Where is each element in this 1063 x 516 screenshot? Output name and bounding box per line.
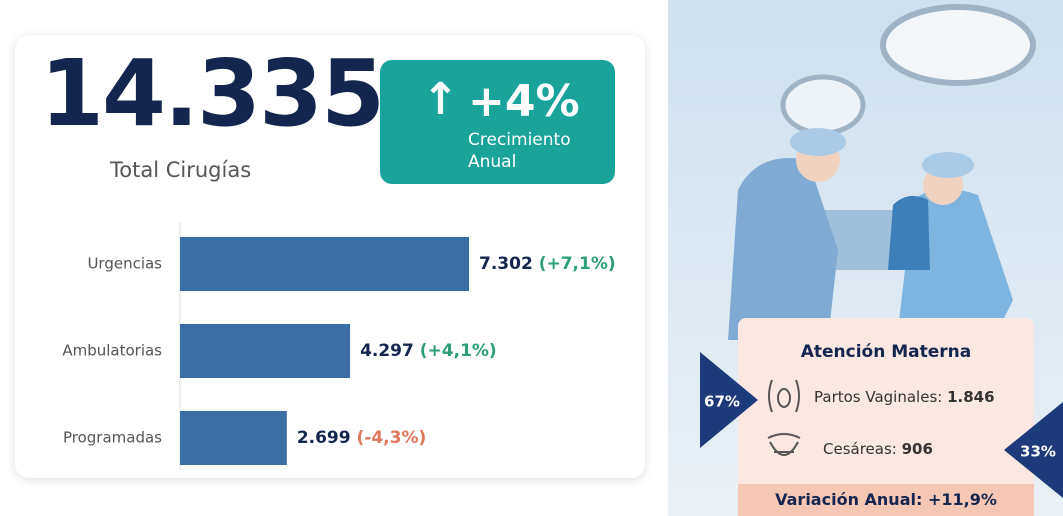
value: 7.302: [479, 254, 533, 274]
share-arrow: 33%: [1004, 402, 1063, 498]
category-label: Programadas: [63, 429, 162, 447]
value-label: 7.302 (+7,1%): [479, 254, 616, 274]
change: (-4,3%): [357, 428, 427, 448]
share: 67%: [704, 393, 740, 411]
maternal-row: Cesáreas: 906: [823, 440, 933, 458]
surgeon: [728, 158, 838, 340]
icon: [768, 379, 800, 413]
maternal-card: Atención Materna Partos Vaginales: 1.846…: [738, 318, 1034, 516]
lamp: [880, 4, 1036, 86]
bar: [180, 324, 351, 378]
lamp: [780, 74, 866, 136]
value-label: 2.699 (-4,3%): [297, 428, 426, 448]
bar-chart: Urgencias 7.302 (+7,1%) Ambulatorias 4.297 …: [62, 222, 616, 470]
label: Cesáreas:: [823, 440, 897, 458]
change: (+4,1%): [420, 341, 497, 361]
icon: [767, 433, 801, 456]
cap: [922, 152, 974, 178]
value: 906: [901, 440, 933, 458]
value: 2.699: [297, 428, 351, 448]
growth-value: +4%: [468, 76, 580, 127]
growth-label: Crecimiento: [468, 130, 571, 150]
cap: [790, 128, 846, 156]
bar: [180, 411, 287, 465]
change: (+7,1%): [539, 254, 616, 274]
value: 4.297: [360, 341, 414, 361]
share: 33%: [1020, 443, 1056, 461]
maternal-footer: Variación Anual: +11,9%: [738, 484, 1034, 516]
growth-label: Anual: [468, 152, 517, 172]
value: 1.846: [947, 388, 995, 406]
category-label: Ambulatorias: [62, 342, 162, 360]
growth-badge: ↑ +4% Crecimiento Anual: [380, 60, 615, 184]
share-arrow: 67%: [700, 352, 758, 448]
nurse: [888, 196, 930, 270]
label: Partos Vaginales:: [814, 388, 943, 406]
maternal-row: Partos Vaginales: 1.846: [814, 388, 995, 406]
total-label: Total Cirugías: [110, 158, 252, 182]
category-label: Urgencias: [87, 255, 162, 273]
value-label: 4.297 (+4,1%): [360, 341, 497, 361]
total: 14.335: [40, 40, 385, 147]
growth-arrow: ↑: [422, 74, 459, 125]
bar: [180, 237, 469, 291]
maternal-title: Atención Materna: [800, 342, 972, 362]
